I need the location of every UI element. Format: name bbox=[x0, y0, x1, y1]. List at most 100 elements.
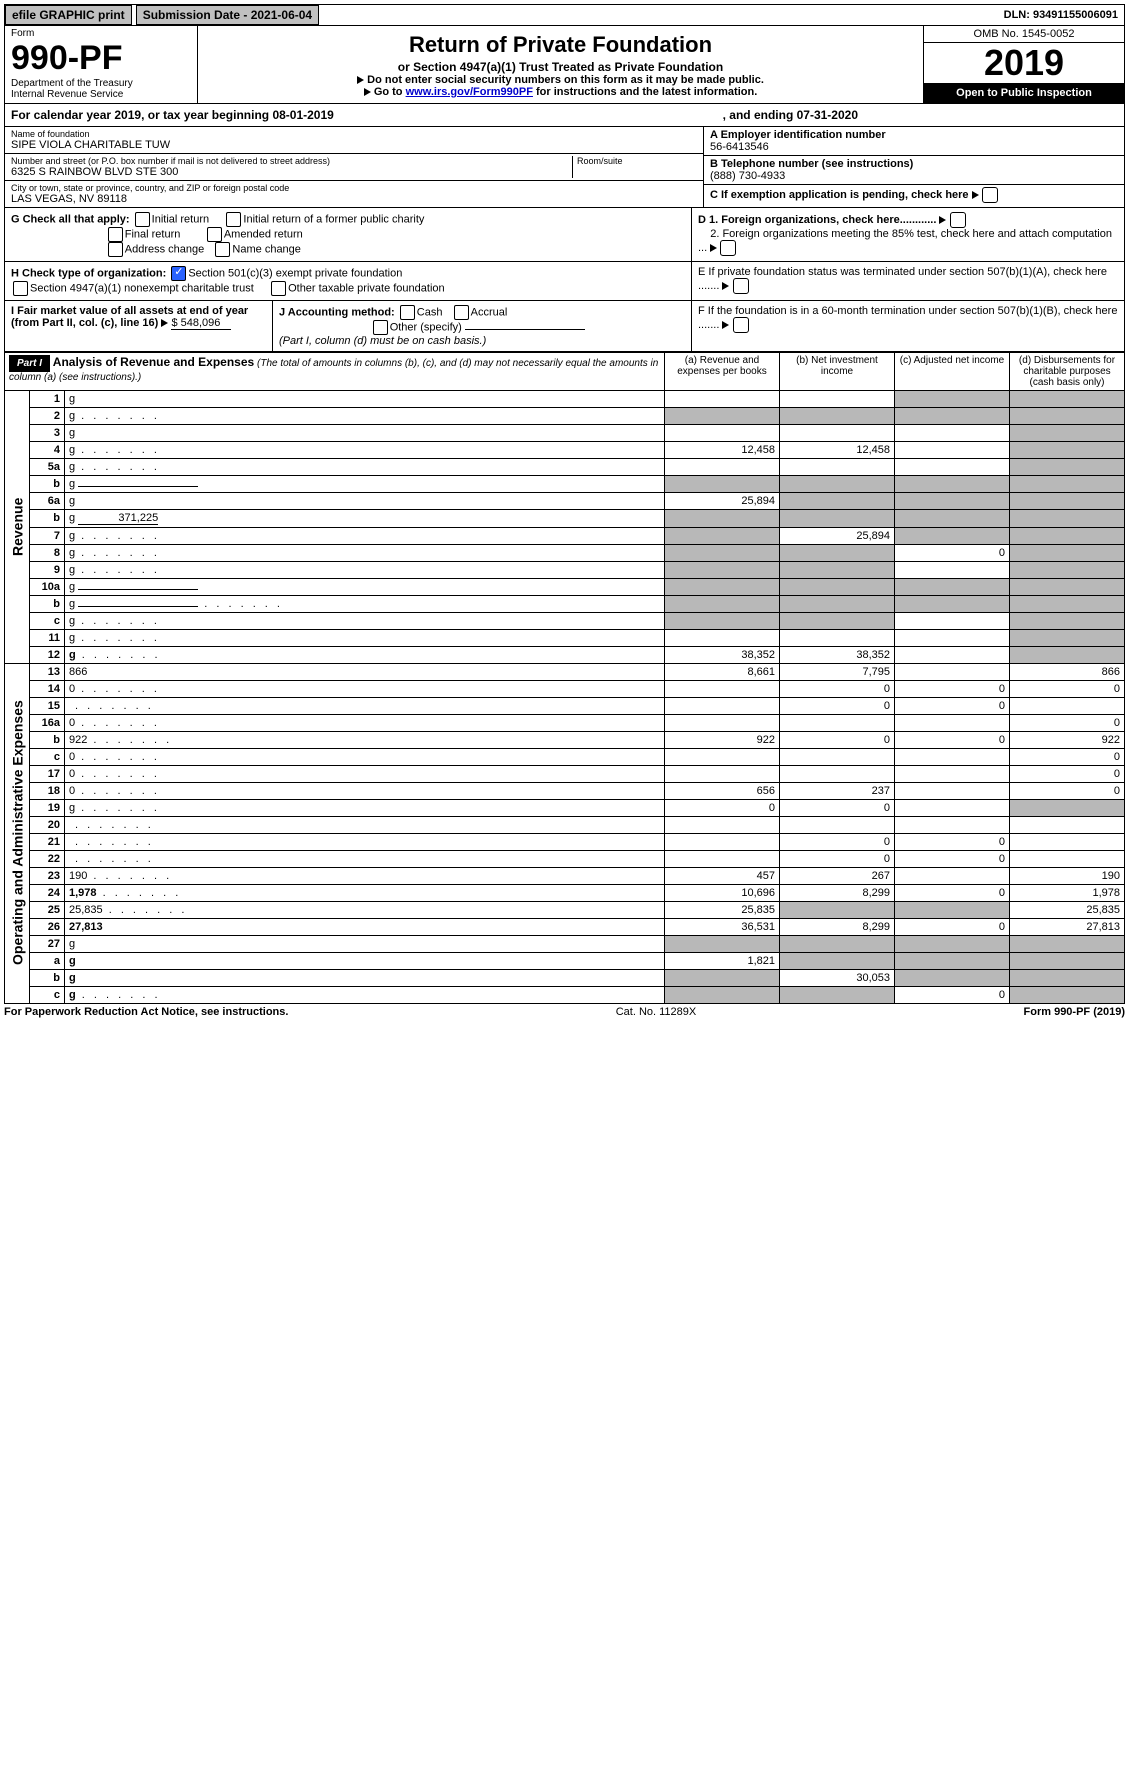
line-number: 23 bbox=[30, 867, 65, 884]
amount-cell: 0 bbox=[895, 884, 1010, 901]
g-initial-checkbox[interactable] bbox=[135, 212, 150, 227]
col-d-header: (d) Disbursements for charitable purpose… bbox=[1010, 352, 1125, 390]
line-number: b bbox=[30, 969, 65, 986]
table-row: 9g . . . . . . . bbox=[5, 561, 1125, 578]
g-initial: Initial return bbox=[152, 213, 209, 225]
part1-title: Analysis of Revenue and Expenses bbox=[53, 355, 254, 369]
line-description: 866 bbox=[65, 663, 665, 680]
g-d-row: G Check all that apply: Initial return I… bbox=[4, 208, 1125, 262]
amount-cell bbox=[780, 492, 895, 509]
amount-cell: 0 bbox=[665, 799, 780, 816]
c-label: C If exemption application is pending, c… bbox=[710, 189, 969, 201]
amount-cell: 0 bbox=[1010, 680, 1125, 697]
amount-cell: 0 bbox=[895, 918, 1010, 935]
c-checkbox[interactable] bbox=[982, 187, 998, 203]
amount-cell: 0 bbox=[780, 833, 895, 850]
amount-cell bbox=[780, 458, 895, 475]
amount-cell: 10,696 bbox=[665, 884, 780, 901]
d2-checkbox[interactable] bbox=[720, 240, 736, 256]
dln-label: DLN: 93491155006091 bbox=[1004, 9, 1124, 21]
page-footer: For Paperwork Reduction Act Notice, see … bbox=[4, 1004, 1125, 1020]
col-a-header: (a) Revenue and expenses per books bbox=[665, 352, 780, 390]
amount-cell bbox=[780, 578, 895, 595]
amount-cell bbox=[1010, 850, 1125, 867]
table-row: 5ag . . . . . . . bbox=[5, 458, 1125, 475]
h-other-checkbox[interactable] bbox=[271, 281, 286, 296]
j-other-checkbox[interactable] bbox=[373, 320, 388, 335]
amount-cell: 866 bbox=[1010, 663, 1125, 680]
line-description: g . . . . . . . bbox=[65, 544, 665, 561]
amount-cell bbox=[895, 714, 1010, 731]
g-amended-checkbox[interactable] bbox=[207, 227, 222, 242]
line-number: a bbox=[30, 952, 65, 969]
name-label: Name of foundation bbox=[11, 129, 697, 139]
line-number: 9 bbox=[30, 561, 65, 578]
header-mid: Return of Private Foundation or Section … bbox=[197, 26, 924, 103]
part1-table: Part I Analysis of Revenue and Expenses … bbox=[4, 352, 1125, 1004]
line-description: 25,835 . . . . . . . bbox=[65, 901, 665, 918]
line-number: 10a bbox=[30, 578, 65, 595]
amount-cell bbox=[1010, 578, 1125, 595]
table-row: 15 . . . . . . .00 bbox=[5, 697, 1125, 714]
amount-cell: 1,821 bbox=[665, 952, 780, 969]
line-number: 16a bbox=[30, 714, 65, 731]
amount-cell: 0 bbox=[780, 850, 895, 867]
line-description: g bbox=[65, 969, 665, 986]
e-checkbox[interactable] bbox=[733, 278, 749, 294]
amount-cell bbox=[665, 578, 780, 595]
j-cash-checkbox[interactable] bbox=[400, 305, 415, 320]
amount-cell bbox=[1010, 799, 1125, 816]
i-j-f-row: I Fair market value of all assets at end… bbox=[4, 301, 1125, 352]
line-description: 27,813 bbox=[65, 918, 665, 935]
j-accrual-checkbox[interactable] bbox=[454, 305, 469, 320]
goto-link[interactable]: www.irs.gov/Form990PF bbox=[406, 86, 533, 98]
amount-cell bbox=[780, 390, 895, 407]
amount-cell bbox=[895, 561, 1010, 578]
table-row: c0 . . . . . . .0 bbox=[5, 748, 1125, 765]
amount-cell bbox=[895, 441, 1010, 458]
i-amount: $ 548,096 bbox=[171, 317, 231, 330]
table-row: cg . . . . . . . bbox=[5, 612, 1125, 629]
amount-cell bbox=[1010, 544, 1125, 561]
h-501c3-checkbox[interactable]: ✓ bbox=[171, 266, 186, 281]
g-final-checkbox[interactable] bbox=[108, 227, 123, 242]
amount-cell bbox=[895, 748, 1010, 765]
amount-cell bbox=[895, 407, 1010, 424]
line-description: g . . . . . . . bbox=[65, 458, 665, 475]
amount-cell bbox=[780, 475, 895, 492]
amount-cell bbox=[780, 986, 895, 1003]
line-number: 13 bbox=[30, 663, 65, 680]
line-description: g . . . . . . . bbox=[65, 629, 665, 646]
form-title: Return of Private Foundation bbox=[202, 32, 919, 58]
d2-label: 2. Foreign organizations meeting the 85%… bbox=[698, 228, 1112, 254]
efile-print-button[interactable]: efile GRAPHIC print bbox=[5, 5, 132, 25]
table-row: 2627,81336,5318,299027,813 bbox=[5, 918, 1125, 935]
line-number: 4 bbox=[30, 441, 65, 458]
amount-cell bbox=[895, 901, 1010, 918]
table-row: Revenue1g bbox=[5, 390, 1125, 407]
g-initial-former-checkbox[interactable] bbox=[226, 212, 241, 227]
amount-cell: 27,813 bbox=[1010, 918, 1125, 935]
line-number: c bbox=[30, 986, 65, 1003]
submission-date-button[interactable]: Submission Date - 2021-06-04 bbox=[136, 5, 319, 25]
amount-cell: 25,894 bbox=[665, 492, 780, 509]
line-description: 0 . . . . . . . bbox=[65, 680, 665, 697]
form-header: Form 990-PF Department of the Treasury I… bbox=[4, 26, 1125, 104]
table-row: 140 . . . . . . .000 bbox=[5, 680, 1125, 697]
f-checkbox[interactable] bbox=[733, 317, 749, 333]
amount-cell bbox=[665, 458, 780, 475]
amount-cell bbox=[1010, 816, 1125, 833]
g-label: G Check all that apply: bbox=[11, 213, 130, 225]
h-4947-checkbox[interactable] bbox=[13, 281, 28, 296]
line-number: 17 bbox=[30, 765, 65, 782]
addr-label: Number and street (or P.O. box number if… bbox=[11, 156, 572, 166]
d1-checkbox[interactable] bbox=[950, 212, 966, 228]
j-other-input[interactable] bbox=[465, 329, 585, 330]
g-address-checkbox[interactable] bbox=[108, 242, 123, 257]
h-other: Other taxable private foundation bbox=[288, 282, 445, 294]
line-description: . . . . . . . bbox=[65, 833, 665, 850]
triangle-icon bbox=[939, 216, 946, 224]
amount-cell: 0 bbox=[1010, 714, 1125, 731]
line-description: 922 . . . . . . . bbox=[65, 731, 665, 748]
g-name-checkbox[interactable] bbox=[215, 242, 230, 257]
